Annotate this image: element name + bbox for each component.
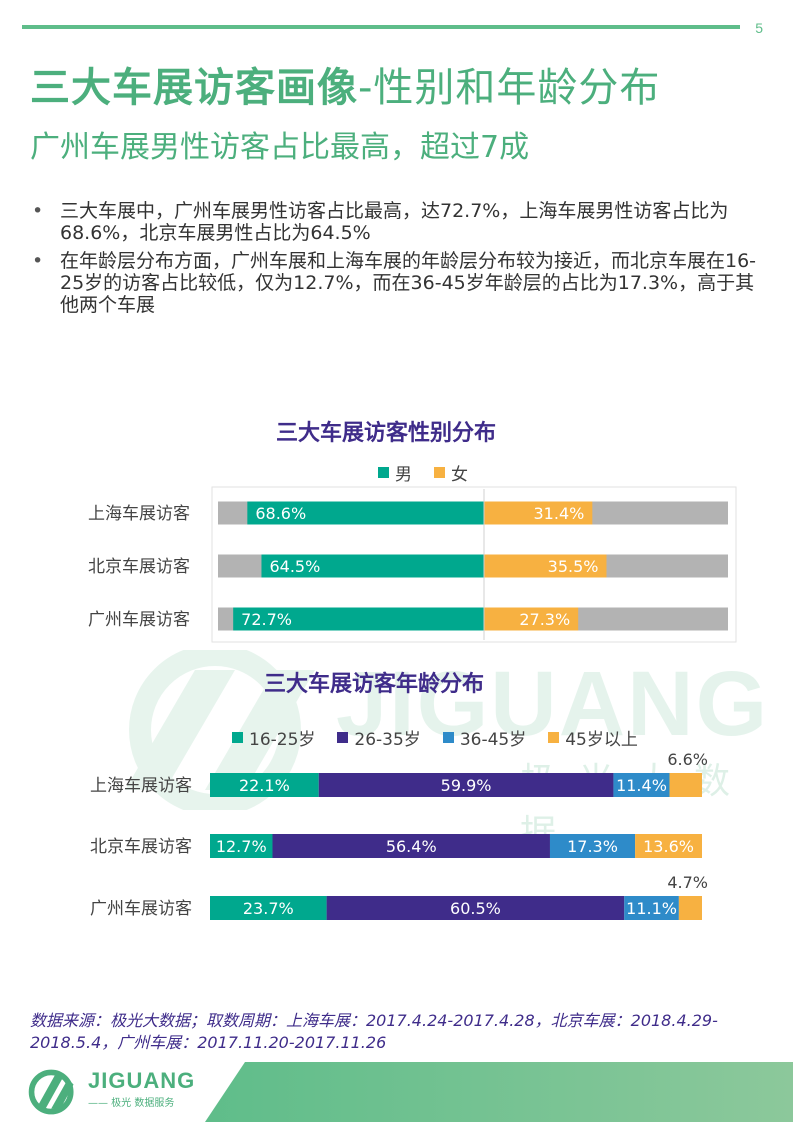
legend-swatch (434, 467, 445, 478)
title-light: -性别和年龄分布 (358, 65, 661, 111)
bullet-item: 在年龄层分布方面，广州车展和上海车展的年龄层分布较为接近，而北京车展在16-25… (30, 250, 760, 316)
category-label: 广州车展访客 (88, 610, 190, 630)
bar-segment (272, 834, 550, 858)
category-label: 上海车展访客 (90, 776, 192, 796)
legend-item-female: 女 (434, 460, 468, 485)
data-label: 11.4% (616, 776, 667, 795)
jiguang-logo-icon (28, 1069, 74, 1115)
legend-swatch (548, 732, 560, 743)
bar-male (247, 501, 484, 525)
footer-logo-text: JIGUANG (88, 1068, 196, 1093)
data-label: 11.1% (626, 899, 677, 918)
bar-female (484, 501, 593, 525)
category-label: 北京车展访客 (88, 557, 190, 577)
bar-female (484, 607, 579, 631)
category-label: 北京车展访客 (90, 837, 192, 857)
legend-label: 36-45岁 (459, 730, 527, 750)
data-label-female: 31.4% (534, 504, 585, 523)
footer-logo-sub: —— 极光 数据服务 (88, 1098, 175, 1109)
bar-segment (678, 896, 702, 920)
legend-label: 男 (395, 465, 412, 485)
legend-label: 26-35岁 (354, 730, 421, 750)
data-label-male: 72.7% (241, 610, 292, 629)
bar-segment (210, 773, 319, 797)
category-label: 上海车展访客 (88, 504, 190, 524)
bar-segment (210, 834, 273, 858)
data-label-female: 35.5% (548, 557, 599, 576)
top-rule (22, 25, 740, 29)
data-label: 59.9% (441, 776, 492, 795)
data-label: 6.6% (667, 750, 708, 769)
bar-segment (613, 773, 670, 797)
data-source: 数据来源：极光大数据；取数周期：上海车展：2017.4.24-2017.4.28… (30, 1011, 718, 1052)
data-label: 22.1% (239, 776, 290, 795)
legend-swatch (378, 467, 389, 478)
data-label: 17.3% (567, 837, 618, 856)
data-label-female: 27.3% (519, 610, 570, 629)
page-subtitle: 广州车展男性访客占比最高，超过7成 (30, 130, 530, 165)
page-title: 三大车展访客画像-性别和年龄分布 (30, 55, 660, 113)
data-label-male: 64.5% (269, 557, 320, 576)
legend-swatch (337, 732, 349, 743)
bar-segment (624, 896, 679, 920)
data-label: 23.7% (243, 899, 294, 918)
data-label-male: 68.6% (255, 504, 306, 523)
legend-label: 女 (451, 465, 468, 485)
age-chart: 上海车展访客 22.1% 59.9% 11.4%6.6% 北京车展访客 12.7% 56.4… (90, 750, 708, 920)
legend-item-36-45: 36-45岁 (442, 725, 527, 750)
legend-item-16-25: 16-25岁 (232, 725, 315, 750)
title-bold: 三大车展访客画像 (30, 65, 358, 111)
bar-segment (210, 896, 327, 920)
legend-label: 16-25岁 (249, 730, 316, 750)
bullet-list: 三大车展中，广州车展男性访客占比最高，达72.7%，上海车展男性访客占比为68.… (30, 200, 760, 322)
bullet-item: 三大车展中，广州车展男性访客占比最高，达72.7%，上海车展男性访客占比为68.… (30, 200, 760, 244)
bar-male (261, 554, 484, 578)
data-label: 60.5% (450, 899, 501, 918)
category-label: 广州车展访客 (90, 899, 192, 919)
data-label: 13.6% (643, 837, 694, 856)
legend-item-male: 男 (378, 460, 412, 485)
age-chart-legend: 16-25岁 26-35岁 36-45岁 45岁以上 (232, 725, 660, 750)
bar-segment (635, 834, 702, 858)
legend-swatch (442, 732, 454, 743)
bar-segment (549, 834, 636, 858)
bar-segment (669, 773, 702, 797)
age-chart-title: 三大车展访客年龄分布 (264, 672, 485, 697)
legend-label: 45岁以上 (565, 730, 638, 750)
legend-item-26-35: 26-35岁 (337, 725, 421, 750)
bar-female (484, 554, 607, 578)
bar-segment (318, 773, 614, 797)
gender-chart: 上海车展访客 68.6% 31.4% 北京车展访客 64.5% 35.5% 广州车展访客 72… (88, 486, 737, 643)
data-label: 4.7% (667, 873, 708, 892)
legend-swatch (232, 732, 243, 743)
bar-segment (326, 896, 625, 920)
gender-chart-legend: 男 女 (378, 460, 490, 485)
legend-item-45plus: 45岁以上 (548, 725, 638, 750)
footer-band (205, 1062, 793, 1122)
data-label: 12.7% (216, 837, 267, 856)
gender-chart-title: 三大车展访客性别分布 (276, 421, 497, 446)
data-label: 56.4% (386, 837, 437, 856)
bar-male (233, 607, 484, 631)
page-number: 5 (755, 20, 763, 36)
